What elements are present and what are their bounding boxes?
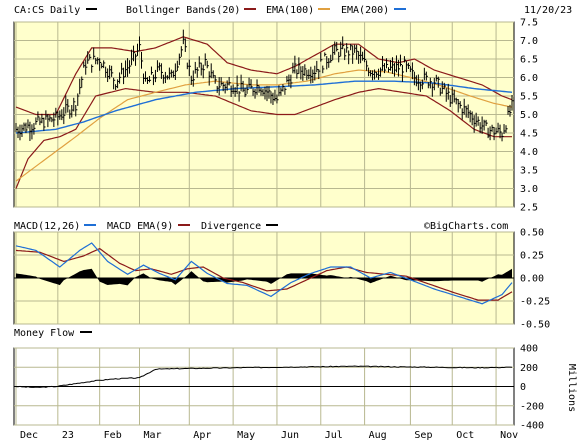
y-tick-label: 0.00 [520,274,544,285]
y-tick-label: 6.0 [520,73,538,84]
chart-date: 11/20/23 [524,5,572,16]
y-tick-label: -0.25 [520,297,550,308]
legend-ema100-label: EMA(100) [266,5,314,16]
symbol-label: CA:CS Daily [14,5,80,16]
x-tick-label: Jun [281,430,299,441]
macd-line [15,242,513,305]
y-tick-label: 200 [520,363,538,374]
price-header: CA:CS Daily Bollinger Bands(20) EMA(100)… [14,5,572,16]
x-tick-label: Mar [144,430,162,441]
bollinger-upper-line [15,36,513,116]
bollinger-lower-line [15,87,512,189]
y-tick-label: 7.0 [520,36,538,47]
x-tick-label: May [237,430,255,441]
flow-y-ticks: 400 200 0 -200 -400 [520,344,544,432]
legend-signal-label: MACD EMA(9) [107,221,173,232]
y-tick-label: 0.25 [520,251,544,262]
y-tick-label: 5.0 [520,110,538,121]
ema200-line [15,80,513,134]
x-tick-label: Jul [325,430,343,441]
y-tick-label: 4.5 [520,129,538,140]
y-tick-label: 4.0 [520,147,538,158]
y-tick-label: -0.50 [520,320,550,331]
x-tick-label: 23 [62,430,74,441]
y-tick-label: 5.5 [520,92,538,103]
y-tick-label: 2.5 [520,203,538,214]
flow-header: Money Flow [14,328,92,339]
y-tick-label: 0.50 [520,228,544,239]
x-tick-label: Aug [369,430,387,441]
macd-signal-line [15,247,513,301]
y-tick-label: 3.0 [520,184,538,195]
y-tick-label: 6.5 [520,55,538,66]
flow-y-axis-label: Millions [566,364,577,412]
x-tick-label: Nov [500,430,518,441]
watermark: ©BigCharts.com [424,221,508,232]
flow-series [14,365,514,388]
x-tick-label: Oct [456,430,474,441]
y-tick-label: -400 [520,421,544,432]
y-tick-label: 400 [520,344,538,355]
x-tick-label: Dec [20,430,38,441]
money-flow-line [15,365,513,388]
price-bars [15,29,514,142]
price-series [15,29,514,189]
y-tick-label: -200 [520,401,544,412]
legend-ema200-label: EMA(200) [341,5,389,16]
x-tick-label: Apr [193,430,211,441]
x-axis-labels: Dec 23 Feb Mar Apr May Jun Jul Aug Sep Oct Nov [20,430,518,441]
x-tick-label: Sep [414,430,432,441]
y-tick-label: 0 [520,382,526,393]
legend-macd-label: MACD(12,26) [14,221,80,232]
macd-header: MACD(12,26) MACD EMA(9) Divergence ©BigC… [14,221,508,232]
macd-series [14,242,514,305]
price-y-ticks: 7.5 7.0 6.5 6.0 5.5 5.0 4.5 4.0 3.5 3.0 2.5 [520,18,538,214]
macd-y-ticks: 0.50 0.25 0.00 -0.25 -0.50 [520,228,550,331]
y-tick-label: 3.5 [520,166,538,177]
legend-divergence-label: Divergence [201,221,261,232]
y-tick-label: 7.5 [520,18,538,29]
legend-bollinger-label: Bollinger Bands(20) [126,5,240,16]
x-tick-label: Feb [104,430,122,441]
legend-flow-label: Money Flow [14,328,75,339]
